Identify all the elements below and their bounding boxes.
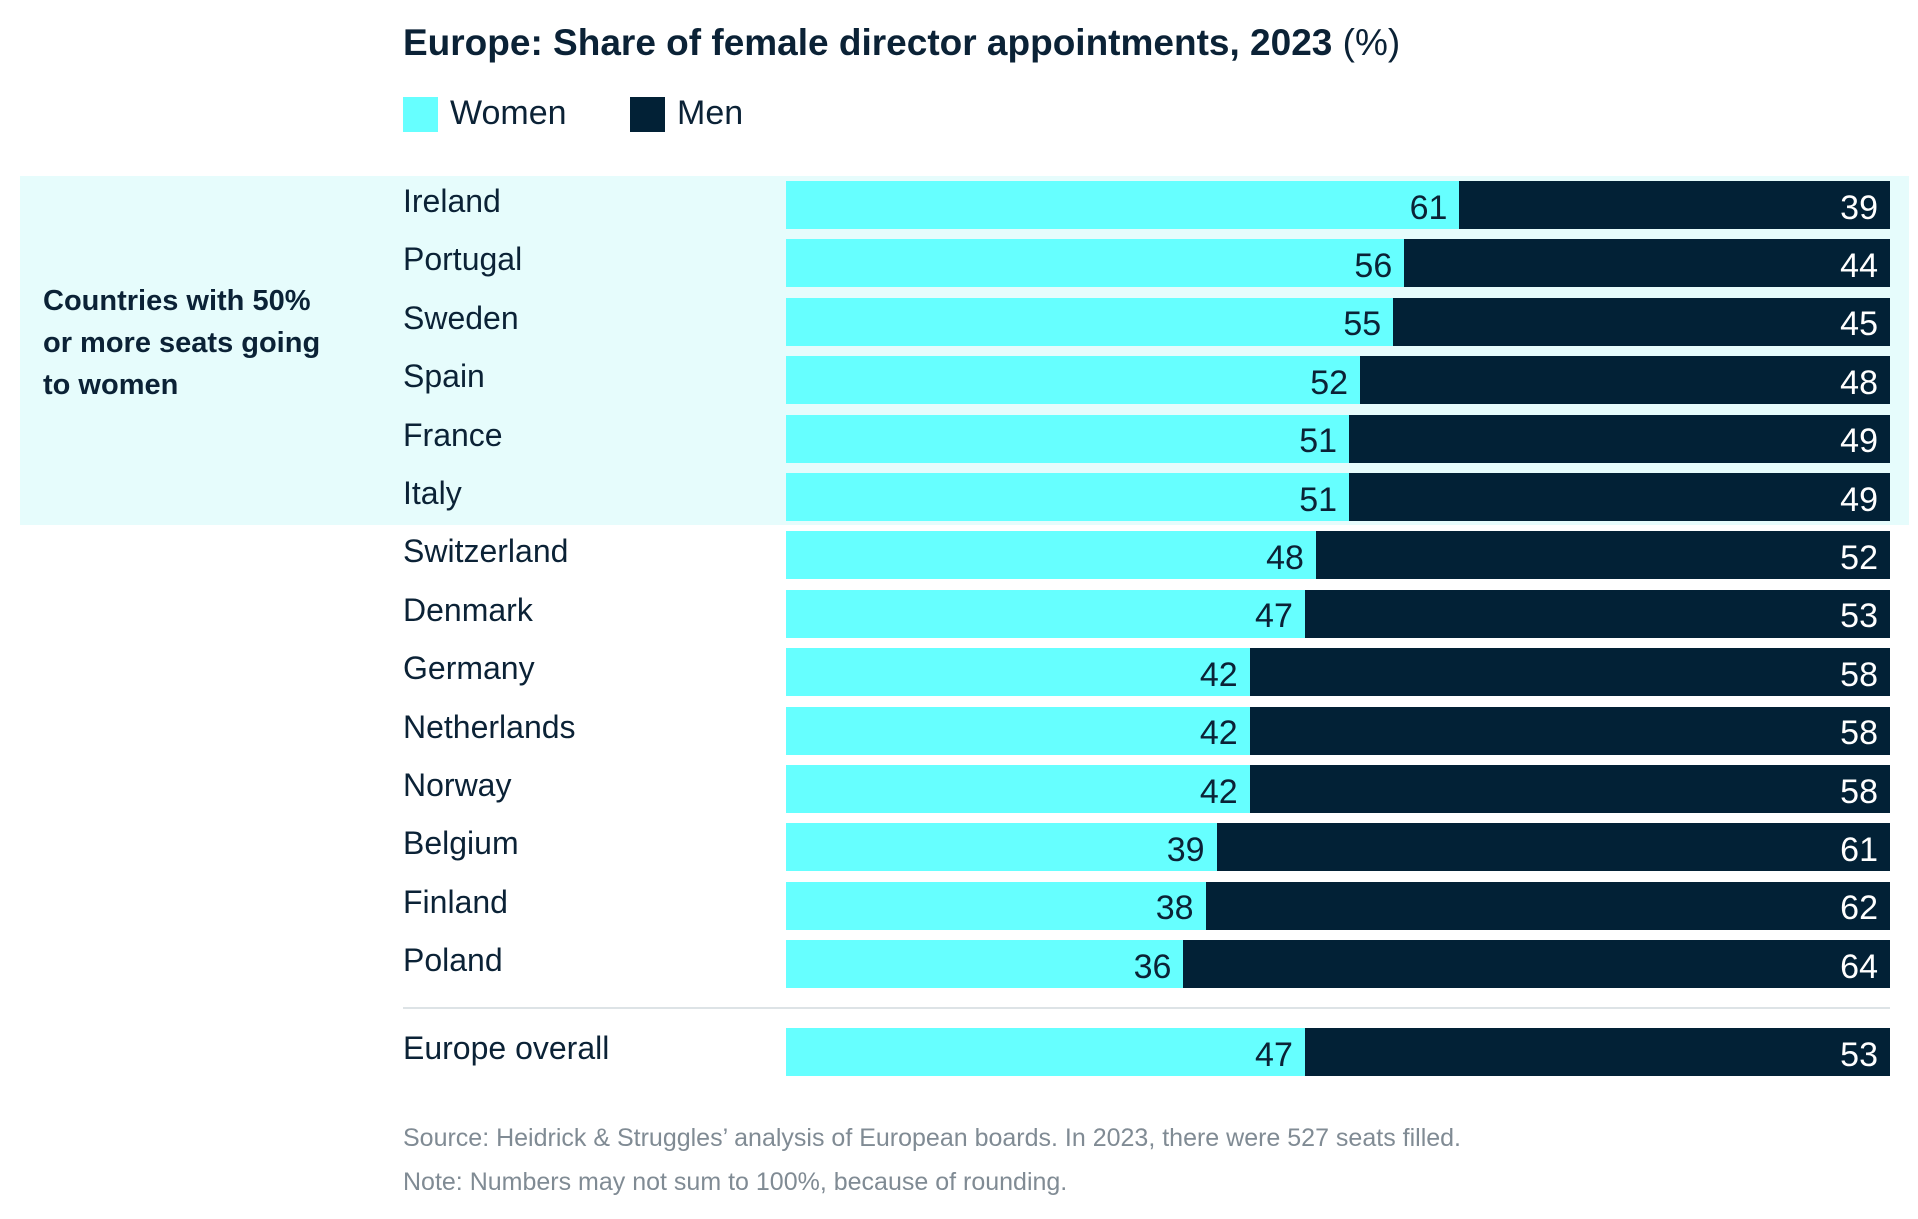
bar-row: 52 48 [786, 356, 1890, 405]
category-label: Norway [403, 767, 512, 803]
bar-row: 42 58 [786, 706, 1890, 755]
bar-row: 42 58 [786, 765, 1890, 813]
bar-row: 47 53 [786, 1028, 1890, 1076]
title-text: Europe: Share of female director appoint… [403, 22, 1333, 63]
divider [403, 1007, 1890, 1009]
bar-men: 58 [1249, 648, 1890, 697]
title-unit: (%) [1342, 22, 1401, 63]
bar-men: 45 [1393, 297, 1890, 346]
category-label: Europe overall [403, 1030, 610, 1066]
bar-row: 55 45 [786, 297, 1890, 346]
bar-men: 39 [1459, 181, 1890, 229]
bar-women: 52 [786, 356, 1361, 405]
bar-row: 51 49 [786, 473, 1890, 521]
bar-women: 56 [786, 239, 1405, 288]
bar-women: 47 [786, 1028, 1305, 1076]
category-label: Netherlands [403, 708, 576, 745]
category-label: Sweden [403, 299, 519, 336]
category-label: Ireland [403, 183, 501, 219]
bar-row: 42 58 [786, 648, 1890, 697]
category-label: Switzerland [403, 533, 569, 570]
bar-women: 47 [786, 589, 1305, 638]
bar-men: 52 [1315, 531, 1890, 580]
bar-men: 53 [1304, 1028, 1890, 1076]
bar-women: 39 [786, 823, 1217, 872]
bar-men: 49 [1349, 414, 1890, 463]
highlight-band [20, 176, 1909, 525]
bar-row: 38 62 [786, 881, 1890, 930]
bar-row: 61 39 [786, 181, 1890, 229]
bar-row: 39 61 [786, 823, 1890, 872]
bar-women: 42 [786, 648, 1250, 697]
category-label: Finland [403, 883, 508, 920]
category-label: Denmark [403, 591, 533, 628]
category-label: France [403, 416, 503, 453]
legend-swatch-men [630, 97, 665, 132]
legend-label-women: Women [450, 94, 567, 132]
bar-men: 49 [1349, 473, 1890, 521]
bar-women: 38 [786, 881, 1206, 930]
bar-row: 36 64 [786, 940, 1890, 989]
bar-men: 62 [1205, 881, 1890, 930]
bar-men: 53 [1304, 589, 1890, 638]
source-note: Source: Heidrick & Struggles’ analysis o… [403, 1124, 1461, 1152]
bar-row: 56 44 [786, 239, 1890, 288]
bar-row: 47 53 [786, 589, 1890, 638]
bar-men: 61 [1216, 823, 1890, 872]
bar-women: 42 [786, 706, 1250, 755]
category-label: Poland [403, 942, 503, 979]
bar-women: 48 [786, 531, 1316, 580]
bar-men: 48 [1360, 356, 1890, 405]
legend-swatch-women [403, 97, 438, 132]
bar-women: 51 [786, 473, 1350, 521]
category-label: Germany [403, 650, 535, 687]
bar-men: 58 [1249, 706, 1890, 755]
category-label: Portugal [403, 241, 523, 278]
bar-women: 51 [786, 414, 1350, 463]
category-label: Italy [403, 475, 462, 511]
bar-women: 55 [786, 297, 1394, 346]
rounding-note: Note: Numbers may not sum to 100%, becau… [403, 1168, 1068, 1196]
category-label: Belgium [403, 825, 519, 862]
bar-men: 64 [1183, 940, 1890, 989]
bar-women: 36 [786, 940, 1184, 989]
highlight-band-label: Countries with 50% or more seats going t… [43, 285, 321, 401]
bar-row: 48 52 [786, 531, 1890, 580]
category-label: Spain [403, 358, 485, 395]
bar-men: 58 [1249, 765, 1890, 813]
bar-men: 44 [1404, 239, 1890, 288]
bar-women: 61 [786, 181, 1460, 229]
bar-row: 51 49 [786, 414, 1890, 463]
legend-label-men: Men [677, 94, 744, 132]
bar-women: 42 [786, 765, 1250, 813]
chart-title: Europe: Share of female director appoint… [403, 22, 1400, 64]
